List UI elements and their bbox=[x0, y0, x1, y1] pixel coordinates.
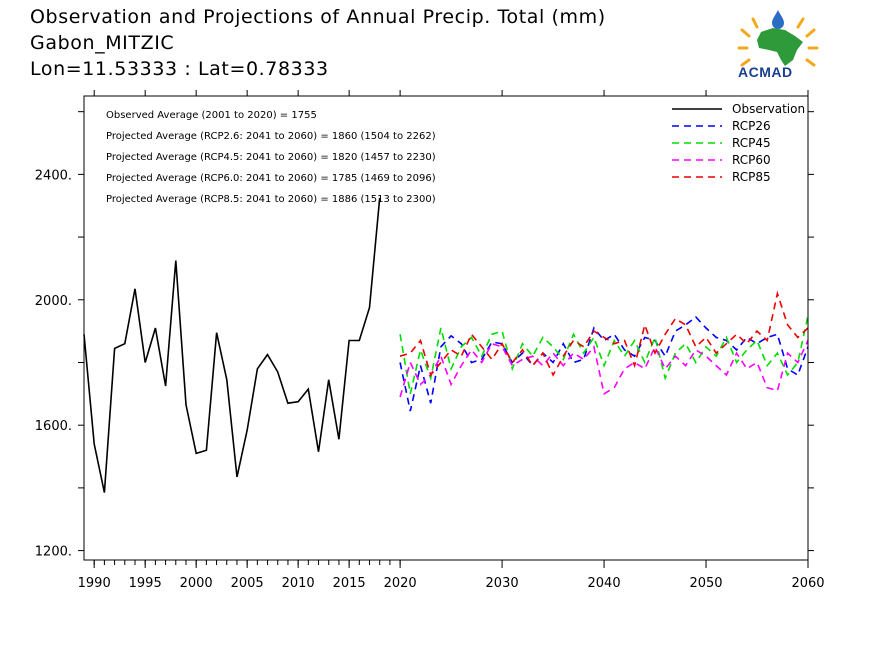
x-tick-label: 2005 bbox=[231, 576, 264, 591]
x-tick-label: 2030 bbox=[486, 576, 519, 591]
legend-label-rcp60: RCP60 bbox=[732, 153, 771, 167]
annotation-text: Projected Average (RCP8.5: 2041 to 2060)… bbox=[106, 194, 436, 205]
chart-title: Observation and Projections of Annual Pr… bbox=[30, 6, 606, 28]
annotation-text: Projected Average (RCP6.0: 2041 to 2060)… bbox=[106, 173, 436, 184]
x-tick-label: 2015 bbox=[333, 576, 366, 591]
logo-text: ACMAD bbox=[738, 64, 793, 80]
station-name: Gabon_MITZIC bbox=[30, 32, 175, 54]
legend-label-rcp85: RCP85 bbox=[732, 170, 771, 184]
legend-label-rcp26: RCP26 bbox=[732, 119, 771, 133]
annotation-text: Observed Average (2001 to 2020) = 1755 bbox=[106, 110, 317, 121]
x-tick-label: 2010 bbox=[282, 576, 315, 591]
series-observation bbox=[83, 197, 381, 493]
y-tick-label: 1200. bbox=[35, 545, 72, 560]
station-coordinates: Lon=11.53333 : Lat=0.78333 bbox=[30, 58, 329, 80]
y-tick-label: 2000. bbox=[35, 294, 72, 309]
x-tick-label: 2060 bbox=[791, 576, 824, 591]
plot-frame bbox=[83, 95, 809, 561]
x-tick-label: 1995 bbox=[129, 576, 162, 591]
y-tick-label: 1600. bbox=[35, 419, 72, 434]
x-tick-label: 2000 bbox=[180, 576, 213, 591]
annotation-text: Projected Average (RCP2.6: 2041 to 2060)… bbox=[106, 131, 436, 142]
x-tick-label: 2020 bbox=[384, 576, 417, 591]
legend-label-rcp45: RCP45 bbox=[732, 136, 771, 150]
x-tick-label: 2050 bbox=[689, 576, 722, 591]
series-line-rcp85 bbox=[399, 290, 809, 377]
series-line-rcp45 bbox=[399, 315, 809, 394]
series-rcp60 bbox=[399, 340, 809, 398]
series-line-rcp60 bbox=[399, 340, 809, 398]
legend-label-observation: Observation bbox=[732, 102, 805, 116]
x-tick-label: 1990 bbox=[78, 576, 111, 591]
series-rcp45 bbox=[399, 315, 809, 394]
africa-sun-drop-icon bbox=[737, 10, 819, 67]
y-tick-label: 2400. bbox=[35, 168, 72, 183]
x-tick-label: 2040 bbox=[588, 576, 621, 591]
series-line-observation bbox=[83, 197, 381, 493]
series-rcp85 bbox=[399, 290, 809, 377]
annotation-text: Projected Average (RCP4.5: 2041 to 2060)… bbox=[106, 152, 436, 163]
